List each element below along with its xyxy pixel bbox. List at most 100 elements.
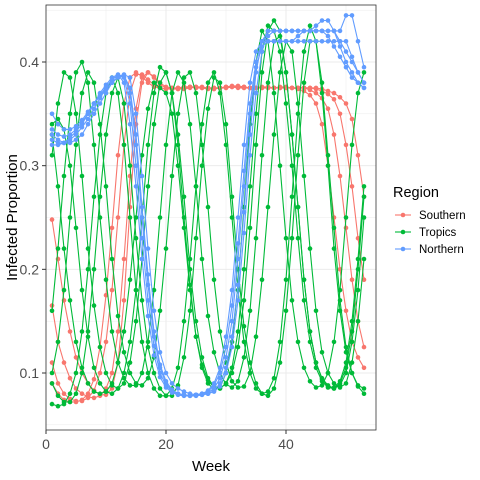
northern-point — [241, 142, 247, 148]
tropics-point — [103, 370, 109, 376]
tropics-point — [361, 391, 367, 397]
southern-point — [49, 360, 55, 365]
northern-point — [157, 370, 163, 376]
tropics-point — [343, 215, 349, 220]
northern-point — [151, 308, 157, 314]
northern-point — [73, 124, 79, 129]
northern-point — [181, 392, 187, 398]
southern-point — [109, 287, 115, 293]
tropics-point — [151, 370, 157, 376]
northern-point — [85, 121, 91, 127]
tropics-point — [115, 386, 121, 391]
southern-point — [67, 329, 73, 334]
legend-title: Region — [393, 185, 439, 201]
northern-point — [331, 28, 337, 34]
tropics-point — [241, 324, 247, 329]
tropics-point — [361, 215, 367, 220]
southern-point — [229, 84, 235, 90]
tropics-point — [295, 339, 301, 345]
legend-key-point-southern — [400, 212, 406, 218]
tropics-point — [133, 318, 139, 324]
tropics-point — [187, 70, 193, 75]
tropics-point — [73, 142, 79, 148]
tropics-point — [289, 132, 295, 137]
tropics-point — [301, 80, 307, 85]
northern-point — [277, 28, 283, 34]
tropics-point — [343, 370, 349, 376]
northern-point — [127, 101, 133, 106]
northern-point — [163, 370, 169, 376]
tropics-point — [289, 194, 295, 200]
northern-point — [325, 18, 331, 23]
northern-point — [145, 313, 151, 319]
legend-key-point-tropics — [400, 229, 406, 235]
tropics-point — [253, 111, 259, 117]
tropics-point — [79, 329, 85, 334]
southern-point — [49, 217, 55, 222]
tropics-point — [73, 339, 79, 345]
northern-point — [229, 334, 235, 340]
tropics-point — [211, 350, 217, 355]
northern-point — [175, 391, 181, 397]
tropics-point — [319, 376, 325, 382]
northern-point — [55, 121, 61, 127]
tropics-point — [337, 298, 343, 303]
tropics-point — [187, 256, 193, 262]
tropics-point — [277, 70, 283, 75]
tropics-point — [67, 399, 73, 405]
northern-point — [139, 256, 145, 262]
southern-point — [109, 225, 115, 231]
northern-point — [109, 80, 115, 85]
northern-point — [295, 33, 301, 39]
tropics-point — [169, 111, 175, 117]
northern-point — [145, 298, 151, 303]
northern-point — [247, 132, 253, 137]
southern-point — [73, 355, 79, 360]
tropics-point — [199, 355, 205, 360]
tropics-point — [139, 370, 145, 376]
tropics-point — [283, 101, 289, 106]
series-tropics — [49, 18, 367, 409]
tropics-point — [265, 80, 271, 85]
tropics-point — [133, 383, 139, 388]
tropics-point — [127, 163, 133, 168]
southern-point — [331, 97, 337, 102]
tropics-point — [127, 360, 133, 365]
southern-point — [313, 90, 319, 96]
southern-point — [115, 329, 121, 334]
tropics-point — [259, 70, 265, 75]
tropics-point — [61, 399, 67, 405]
tropics-point — [205, 106, 211, 111]
northern-point — [91, 111, 97, 117]
tropics-point — [265, 23, 271, 29]
northern-point — [223, 365, 229, 371]
tropics-point — [307, 379, 313, 384]
southern-point — [163, 86, 169, 92]
tropics-point — [229, 379, 235, 384]
northern-point — [235, 215, 241, 220]
tropics-point — [157, 64, 163, 70]
northern-point — [265, 28, 271, 34]
southern-point — [103, 339, 109, 345]
tropics-point — [127, 215, 133, 220]
tropics-point — [199, 142, 205, 148]
tropics-point — [121, 350, 127, 355]
southern-point — [85, 395, 91, 401]
northern-point — [139, 204, 145, 210]
tropics-point — [235, 344, 241, 350]
southern-point — [85, 391, 91, 397]
tropics-point — [127, 370, 133, 376]
northern-point — [157, 350, 163, 355]
tropics-point — [139, 383, 145, 388]
southern-point — [73, 399, 79, 405]
southern-point — [121, 298, 127, 303]
northern-point — [337, 54, 343, 60]
northern-point — [91, 106, 97, 111]
northern-point — [361, 80, 367, 85]
tropics-point — [151, 287, 157, 293]
tropics-point — [235, 379, 241, 384]
tropics-point — [91, 142, 97, 148]
tropics-point — [163, 70, 169, 75]
tropics-point — [361, 184, 367, 189]
tropics-point — [271, 18, 277, 23]
